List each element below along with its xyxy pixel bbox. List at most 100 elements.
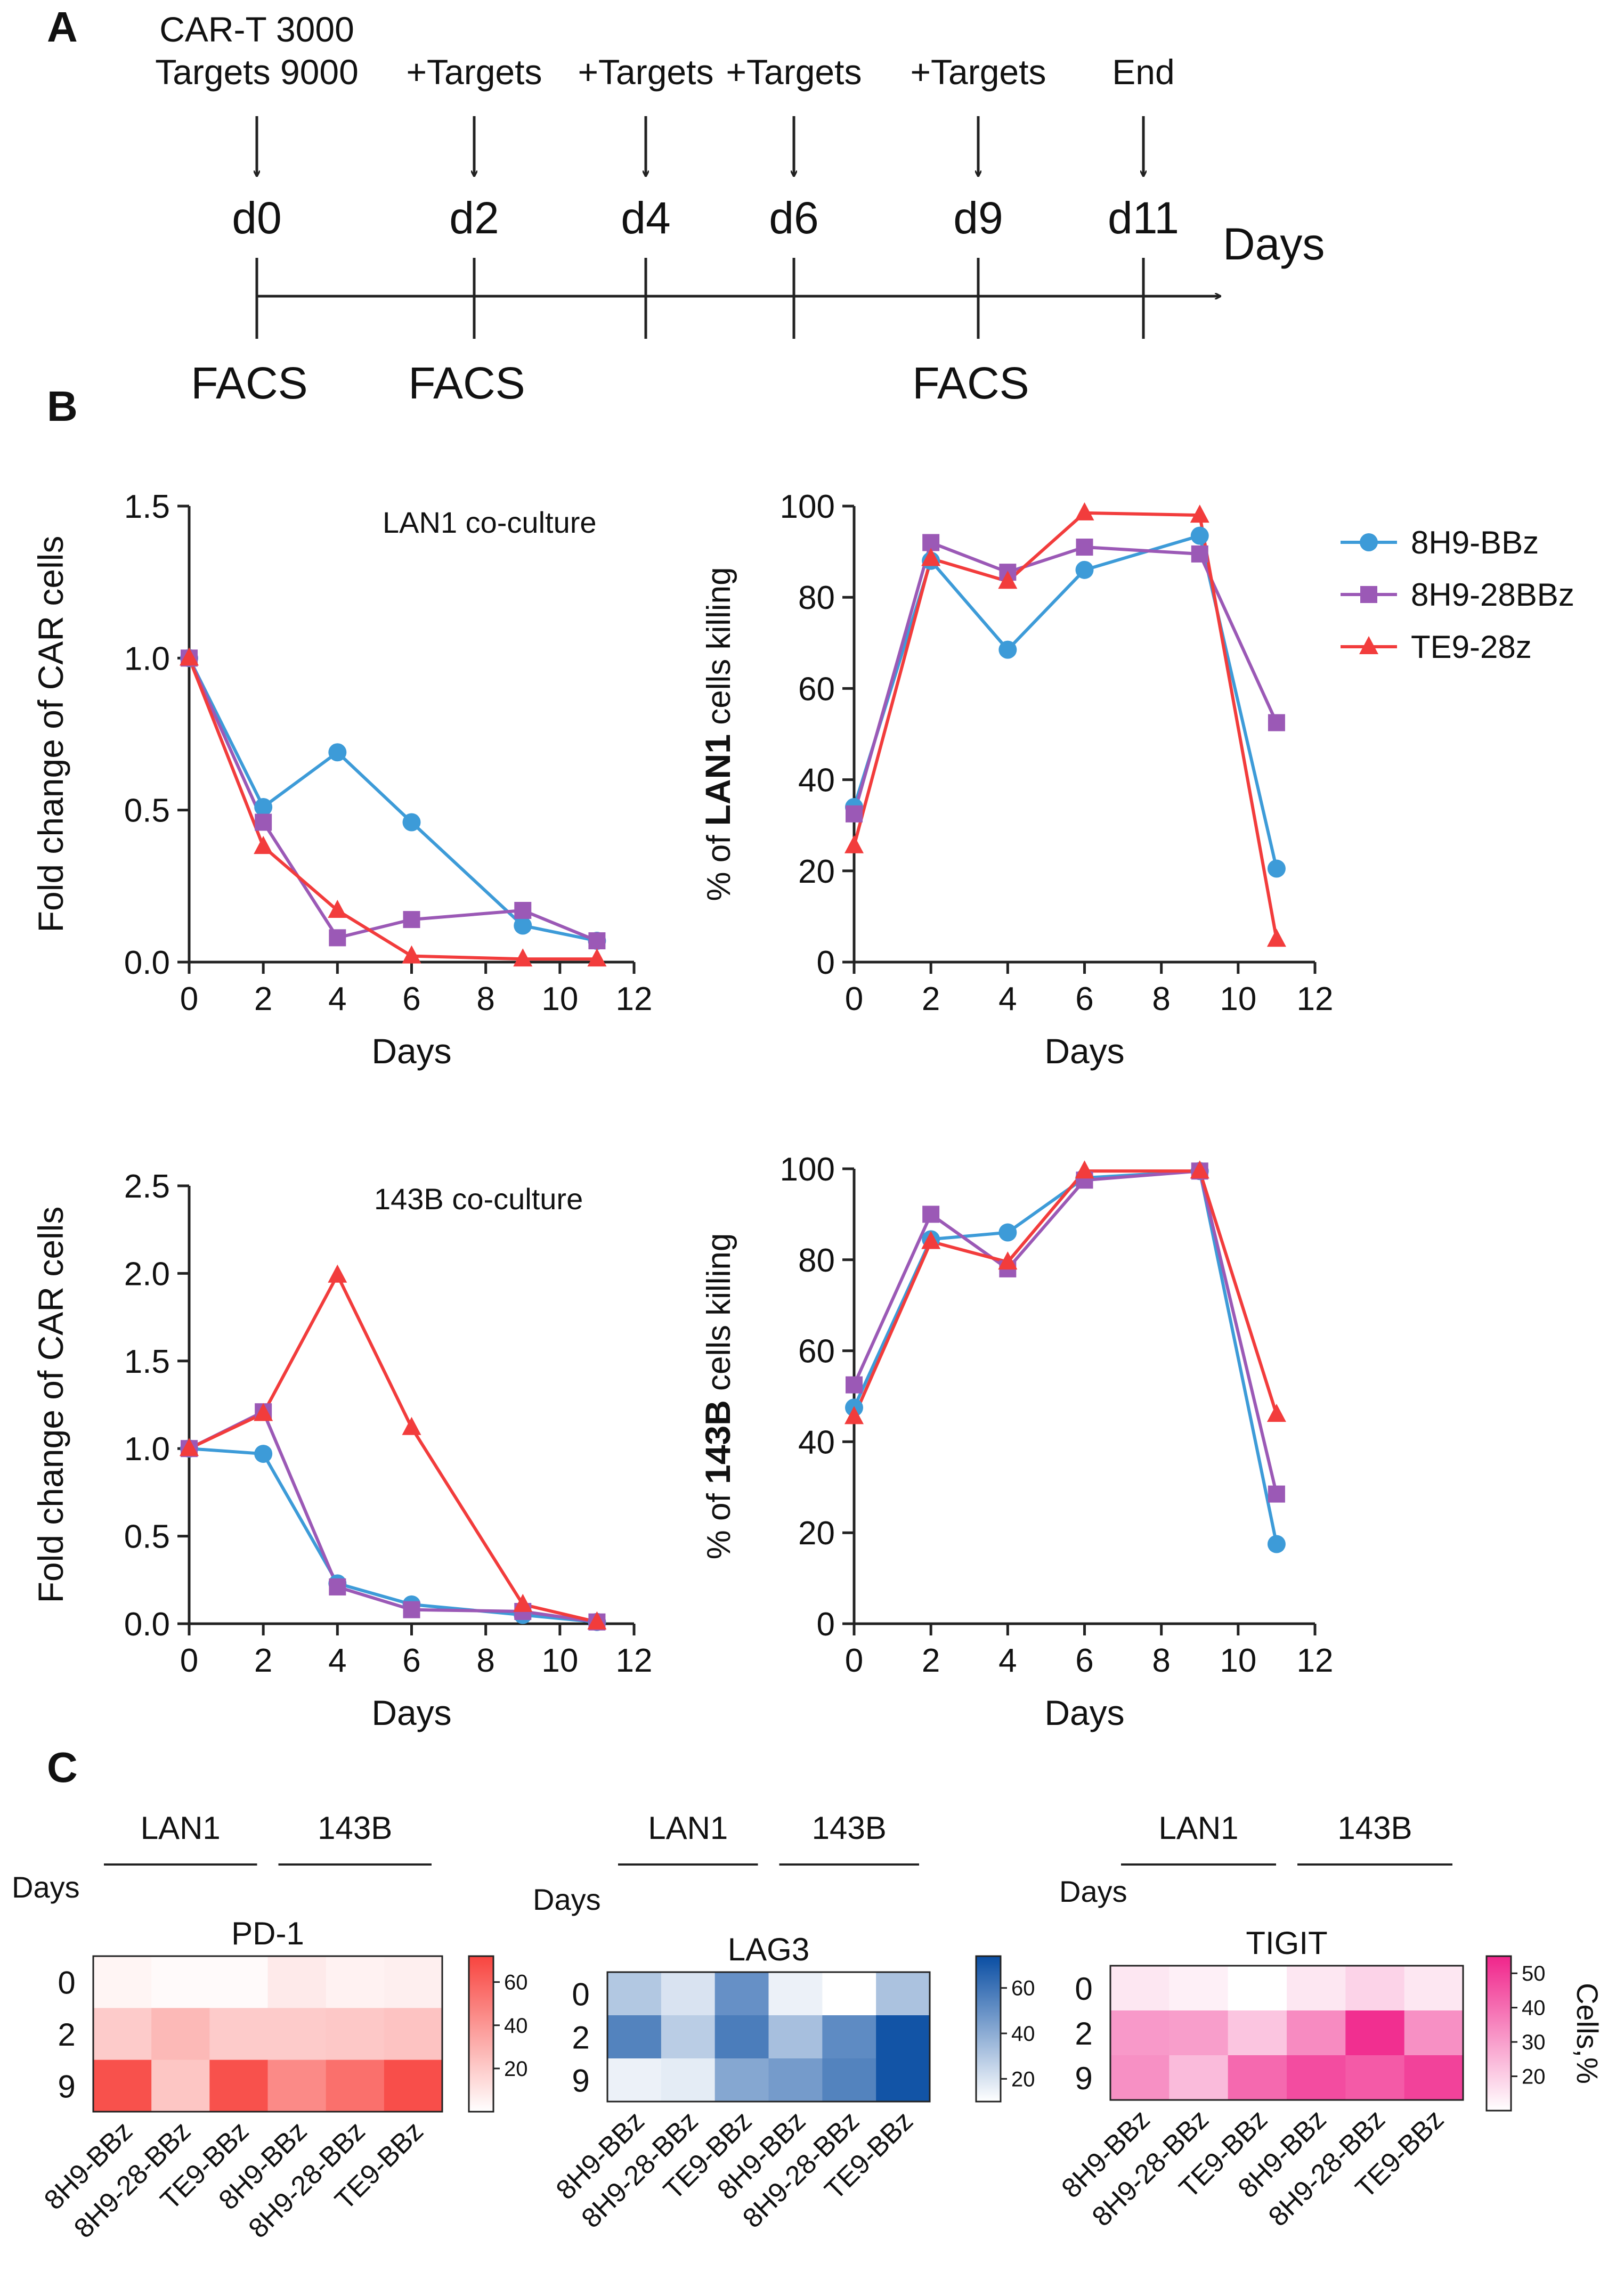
data-point-te9-28z-day0 — [180, 1438, 199, 1456]
heatmap-row-label-day-0: 0 — [1075, 1971, 1092, 2007]
heatmap-title: LAG3 — [728, 1932, 809, 1967]
heatmap-cell-r2-c1 — [151, 2008, 210, 2061]
data-point-8h9-bbz-day9 — [1190, 526, 1209, 545]
timeline-annotation-d11: End — [1112, 52, 1174, 92]
colorbar-tick-label: 40 — [1011, 2022, 1035, 2046]
y-axis-label: % of 143B cells killing — [698, 1233, 737, 1560]
timeline-day-d4: d4 — [621, 193, 670, 243]
timeline-annotation-d0-line-2: Targets 9000 — [155, 52, 359, 92]
data-point-8h9-28bbz-day6 — [1076, 539, 1093, 556]
series-line-8h9-28bbz — [188, 657, 598, 942]
timeline-annotation-d6: +Targets — [726, 52, 862, 92]
series-line-8h9-bbz — [188, 657, 598, 942]
y-tick-label: 1.0 — [124, 640, 170, 677]
heatmap-cell-r0-c0 — [607, 1972, 662, 2016]
heatmap-days-label: Days — [533, 1883, 601, 1916]
y-tick-label: 0.0 — [124, 1606, 170, 1643]
x-tick-label: 2 — [254, 981, 272, 1017]
y-tick-label: 40 — [798, 762, 835, 799]
heatmap-cell-r2-c2 — [209, 2008, 268, 2061]
x-axis-label: Days — [1044, 1693, 1124, 1732]
facs-label-d2: FACS — [408, 358, 525, 408]
colorbar — [975, 1955, 1002, 2103]
heatmap-cell-r0-c0 — [93, 1956, 152, 2008]
data-point-te9-28z-day4 — [998, 571, 1018, 589]
heatmap-cell-r9-c5 — [1404, 2055, 1464, 2100]
x-tick-label: 8 — [476, 981, 494, 1017]
group-label-143b: 143B — [812, 1810, 887, 1846]
y-axis-label-part: % of — [701, 1484, 737, 1559]
chart-143b-killing: 0 2 4 6 8 10 12 0 20 40 60 80 100 Days % of 143B cells… — [698, 1151, 1333, 1732]
heatmap-cell-r0-c3 — [768, 1972, 823, 2016]
group-label-143b: 143B — [1337, 1810, 1412, 1846]
data-point-8h9-28bbz-day9 — [514, 901, 532, 919]
heatmap-border — [92, 1955, 443, 2113]
y-tick-label: 0.5 — [124, 793, 170, 829]
group-label-lan1: LAN1 — [648, 1810, 728, 1846]
heatmap-cell-r0-c0 — [1110, 1966, 1170, 2011]
heatmap-cell-r0-c1 — [151, 1956, 210, 2008]
heatmap-border — [606, 1971, 931, 2103]
y-axis-label: % of LAN1 cells killing — [698, 567, 737, 901]
y-tick-label: 60 — [798, 671, 835, 707]
x-tick-label: 0 — [845, 981, 863, 1017]
heatmap-cell-r2-c3 — [768, 2015, 823, 2059]
heatmap-cell-r2-c3 — [1287, 2010, 1346, 2056]
data-point-8h9-bbz-day4 — [998, 640, 1017, 659]
series-line-8h9-28bbz — [188, 1410, 597, 1624]
x-tick-label: 6 — [402, 1642, 420, 1679]
data-point-te9-28z-day6 — [402, 1416, 421, 1435]
series-line-te9-28z — [852, 511, 1278, 940]
data-point-8h9-bbz-day4 — [328, 743, 347, 762]
heatmap-cell-r9-c1 — [151, 2059, 210, 2112]
chart-annotation: LAN1 co-culture — [383, 506, 597, 539]
data-point-te9-28z-day11 — [1266, 929, 1286, 947]
data-point-te9-28z-day6 — [1075, 1160, 1094, 1179]
data-point-te9-28z-day4 — [328, 899, 347, 918]
x-tick-label: 12 — [616, 1642, 653, 1679]
heatmap-cell-r0-c5 — [1404, 1966, 1464, 2011]
data-point-te9-28z-day9 — [513, 948, 533, 967]
heatmap-cell-r2-c2 — [1228, 2010, 1287, 2056]
data-point-te9-28z-day4 — [998, 1251, 1018, 1270]
panel-b-label: B — [47, 382, 78, 430]
colorbar-tick-label: 40 — [504, 2014, 528, 2038]
y-tick-label: 100 — [780, 488, 835, 525]
heatmap-days-label: Days — [1059, 1875, 1127, 1908]
chart-lan1-fold-change: 0 2 4 6 8 10 12 0.0 0.5 1.0 1.5 Days Fold change of … — [31, 488, 652, 1071]
heatmap-cell-r2-c3 — [267, 2008, 327, 2061]
heatmap-cell-r9-c0 — [93, 2059, 152, 2112]
colorbar-tick-label: 30 — [1522, 2031, 1546, 2054]
series-line-8h9-bbz — [189, 1447, 597, 1624]
heatmap-cell-r2-c4 — [326, 2008, 385, 2061]
y-axis-label: Fold change of CAR cells — [31, 536, 70, 933]
y-tick-label: 1.5 — [124, 488, 170, 525]
chart-143b-fold-change: 0 2 4 6 8 10 12 0.0 0.5 1.0 1.5 2.0 2.5 Days Fold chan… — [31, 1168, 652, 1732]
colorbar-tick-label: 20 — [504, 2057, 528, 2081]
y-tick-label: 1.0 — [124, 1431, 170, 1468]
heatmap-cell-r9-c3 — [768, 2058, 823, 2102]
timeline-day-d0: d0 — [232, 193, 281, 243]
heatmap-cell-r0-c1 — [661, 1972, 716, 2016]
legend-marker-8h9-bbz — [1360, 533, 1378, 551]
series-line-te9-28z — [188, 657, 597, 961]
panel-a-label: A — [47, 3, 78, 51]
x-tick-label: 10 — [541, 981, 578, 1017]
data-point-8h9-28bbz-day2 — [255, 813, 272, 831]
x-axis-label: Days — [371, 1693, 451, 1732]
data-point-te9-28z-day0 — [844, 1406, 864, 1424]
data-point-8h9-bbz-day9 — [514, 916, 532, 935]
data-point-8h9-bbz-day11 — [1267, 1535, 1286, 1553]
data-point-8h9-28bbz-day2 — [922, 1206, 940, 1223]
data-point-8h9-28bbz-day4 — [329, 1578, 346, 1595]
heatmap-cell-r0-c2 — [714, 1972, 769, 2016]
heatmap-cell-r2-c5 — [1404, 2010, 1464, 2056]
data-point-8h9-28bbz-day6 — [403, 911, 420, 929]
legend-marker-te9-28z — [1359, 636, 1378, 654]
data-point-8h9-28bbz-day0 — [846, 805, 863, 823]
data-point-8h9-bbz-day2 — [254, 1445, 273, 1463]
x-tick-label: 10 — [1220, 981, 1256, 1017]
data-point-8h9-bbz-day4 — [998, 1223, 1017, 1242]
heatmap-cell-r9-c2 — [1228, 2055, 1287, 2100]
data-point-8h9-bbz-day2 — [254, 797, 273, 816]
